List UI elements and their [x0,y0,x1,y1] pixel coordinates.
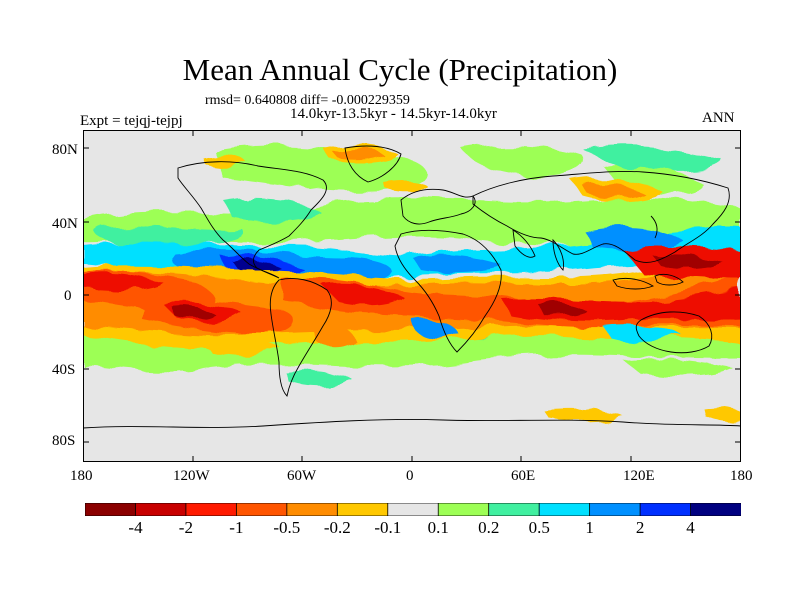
precipitation-field [83,143,741,421]
y-tick-label: 80S [52,433,76,449]
colorbar-label: -0.1 [374,518,402,537]
map-title: Mean Annual Cycle (Precipitation) [182,52,618,87]
colorbar-swatch [85,503,137,516]
colorbar-swatch [235,503,288,516]
season-label: ANN [702,110,735,126]
colorbar-label: -4 [128,518,143,537]
colorbar-swatch [336,503,389,516]
colorbar-label: 4 [686,518,695,537]
x-tick-label: 60E [511,468,536,484]
colorbar-label: -2 [178,518,193,537]
x-tick-label: 180 [730,468,753,484]
colorbar-swatch [387,503,439,516]
y-tick-label: 80N [52,142,78,158]
colorbar-label: 2 [635,518,645,537]
y-tick-label: 0 [64,288,72,304]
period-label: 14.0kyr-13.5kyr - 14.5kyr-14.0kyr [290,106,497,122]
x-tick-label: 60W [287,468,317,484]
colorbar-label: 0.2 [478,518,500,537]
colorbar-swatch [538,503,591,516]
x-tick-label: 120E [623,468,655,484]
colorbar [85,503,741,516]
x-tick-label: 0 [406,468,414,484]
colorbar-label: 0.1 [427,518,449,537]
experiment-label: Expt = tejqj-tejpj [80,113,183,129]
x-tick-label: 120W [173,468,210,484]
y-tick-label: 40S [52,362,76,378]
colorbar-label: -1 [229,518,244,537]
colorbar-label: -0.2 [323,518,351,537]
colorbar-label: -0.5 [273,518,301,537]
colorbar-swatch [690,503,741,516]
coastlines [83,145,741,429]
axis-ticks [83,130,741,462]
y-tick-label: 40N [52,216,78,232]
x-tick-label: 180 [70,468,93,484]
colorbar-swatch [639,503,692,516]
colorbar-label: 1 [585,518,594,537]
colorbar-label: 0.5 [528,518,550,537]
colorbar-swatch [286,503,339,516]
colorbar-swatch [589,503,641,516]
colorbar-swatch [135,503,187,516]
precipitation-map [83,130,741,462]
colorbar-swatch [488,503,540,516]
colorbar-swatch [437,503,490,516]
colorbar-swatch [185,503,238,516]
rmsd-diff-stats: rmsd= 0.640808 diff= -0.000229359 [205,93,410,108]
